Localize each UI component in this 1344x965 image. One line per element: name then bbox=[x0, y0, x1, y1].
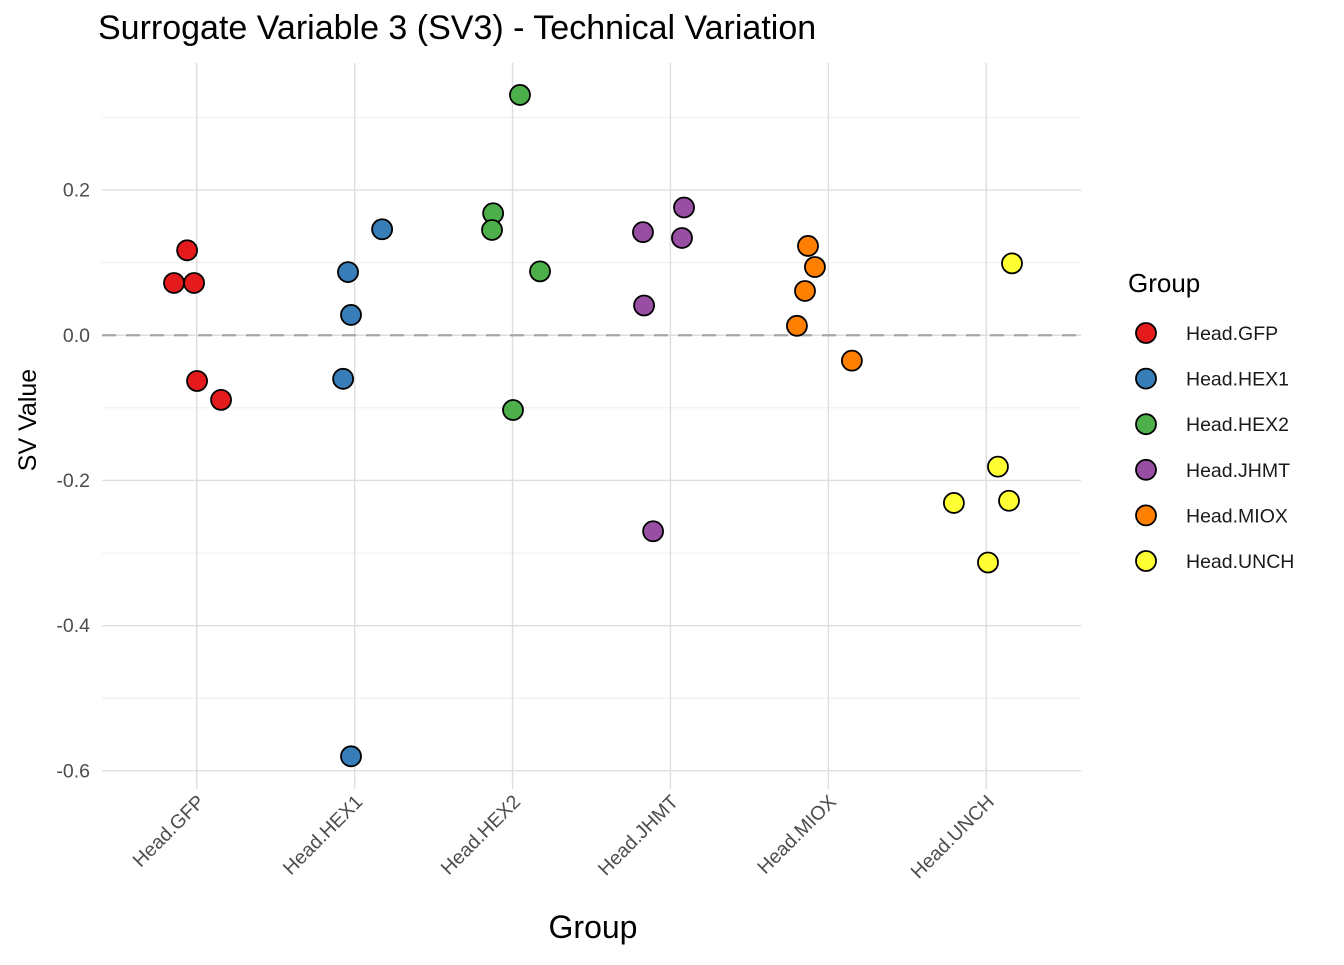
legend-item-label: Head.UNCH bbox=[1186, 551, 1294, 573]
point-head-jhmt bbox=[633, 294, 655, 317]
legend-items: Head.GFP Head.HEX1 Head.HEX2 Head.JHMT Head.… bbox=[1135, 322, 1294, 573]
legend-item: Head.HEX1 bbox=[1135, 367, 1289, 391]
points-layer bbox=[163, 84, 1023, 768]
point-head-gfp bbox=[186, 370, 208, 392]
x-tick-label: Head.UNCH bbox=[907, 791, 999, 883]
point-head-hex2 bbox=[509, 84, 531, 106]
legend-marker-icon-head-hex2 bbox=[1135, 413, 1157, 436]
point-head-unch bbox=[998, 489, 1020, 512]
legend-item-label: Head.HEX1 bbox=[1186, 369, 1289, 391]
point-head-hex1 bbox=[337, 261, 359, 283]
legend-marker-icon-head-gfp bbox=[1135, 322, 1157, 344]
point-head-hex1 bbox=[332, 367, 355, 390]
point-head-unch bbox=[987, 455, 1009, 478]
x-axis-tick-labels: Head.GFP Head.HEX1 Head.HEX2 Head.JHMT Head.… bbox=[129, 791, 999, 883]
point-head-miox bbox=[794, 280, 816, 302]
point-head-unch bbox=[1001, 252, 1023, 275]
point-head-unch bbox=[977, 551, 999, 574]
legend: Group Head.GFP Head.HEX1 Head.HEX2 Head.JHM… bbox=[1128, 268, 1294, 573]
x-tick-label: Head.MIOX bbox=[753, 791, 841, 879]
x-tick-label: Head.HEX1 bbox=[279, 791, 367, 879]
y-axis-tick-labels: 0.2 0.0 -0.2 -0.4 -0.6 bbox=[56, 180, 90, 783]
point-head-miox bbox=[797, 235, 819, 257]
legend-item: Head.JHMT bbox=[1135, 458, 1290, 482]
legend-item-label: Head.HEX2 bbox=[1186, 414, 1289, 436]
point-head-hex1 bbox=[371, 218, 394, 241]
point-head-hex2 bbox=[481, 219, 503, 241]
legend-marker-icon-head-unch bbox=[1135, 550, 1157, 572]
legend-item: Head.HEX2 bbox=[1135, 413, 1289, 436]
point-head-miox bbox=[840, 349, 863, 372]
y-tick-label: 0.2 bbox=[63, 180, 90, 202]
point-head-gfp bbox=[163, 272, 185, 294]
x-tick-label: Head.JHMT bbox=[594, 791, 683, 880]
point-head-miox bbox=[804, 256, 826, 278]
y-tick-label: 0.0 bbox=[63, 325, 90, 347]
point-head-miox bbox=[786, 314, 808, 337]
x-tick-label: Head.GFP bbox=[129, 791, 210, 872]
legend-item-label: Head.JHMT bbox=[1186, 460, 1290, 482]
point-head-jhmt bbox=[673, 196, 695, 219]
point-head-jhmt bbox=[671, 227, 693, 249]
legend-item-label: Head.MIOX bbox=[1186, 505, 1288, 527]
point-head-hex1 bbox=[340, 304, 362, 326]
legend-item: Head.MIOX bbox=[1135, 504, 1288, 527]
legend-item-label: Head.GFP bbox=[1186, 323, 1278, 345]
grid-layer bbox=[102, 63, 1081, 789]
legend-marker-icon-head-jhmt bbox=[1135, 458, 1157, 481]
y-tick-label: -0.6 bbox=[56, 760, 90, 782]
legend-item: Head.UNCH bbox=[1135, 550, 1294, 573]
plot-title: Surrogate Variable 3 (SV3) - Technical V… bbox=[98, 9, 816, 47]
x-tick-label: Head.HEX2 bbox=[437, 791, 525, 879]
legend-item: Head.GFP bbox=[1135, 322, 1278, 345]
legend-title: Group bbox=[1128, 268, 1200, 298]
point-head-hex2 bbox=[529, 260, 551, 283]
point-head-unch bbox=[942, 492, 965, 514]
y-axis-title: SV Value bbox=[14, 369, 42, 471]
point-head-hex1 bbox=[340, 745, 362, 768]
legend-marker-icon-head-hex1 bbox=[1135, 367, 1157, 390]
y-tick-label: -0.2 bbox=[56, 470, 90, 492]
point-head-gfp bbox=[210, 388, 232, 411]
legend-marker-icon-head-miox bbox=[1135, 504, 1157, 527]
point-head-gfp bbox=[183, 272, 205, 294]
y-tick-label: -0.4 bbox=[56, 615, 90, 637]
x-axis-title: Group bbox=[549, 909, 638, 945]
point-head-jhmt bbox=[632, 221, 654, 244]
point-head-jhmt bbox=[642, 520, 664, 543]
point-head-hex2 bbox=[502, 399, 524, 421]
point-head-gfp bbox=[176, 239, 199, 262]
